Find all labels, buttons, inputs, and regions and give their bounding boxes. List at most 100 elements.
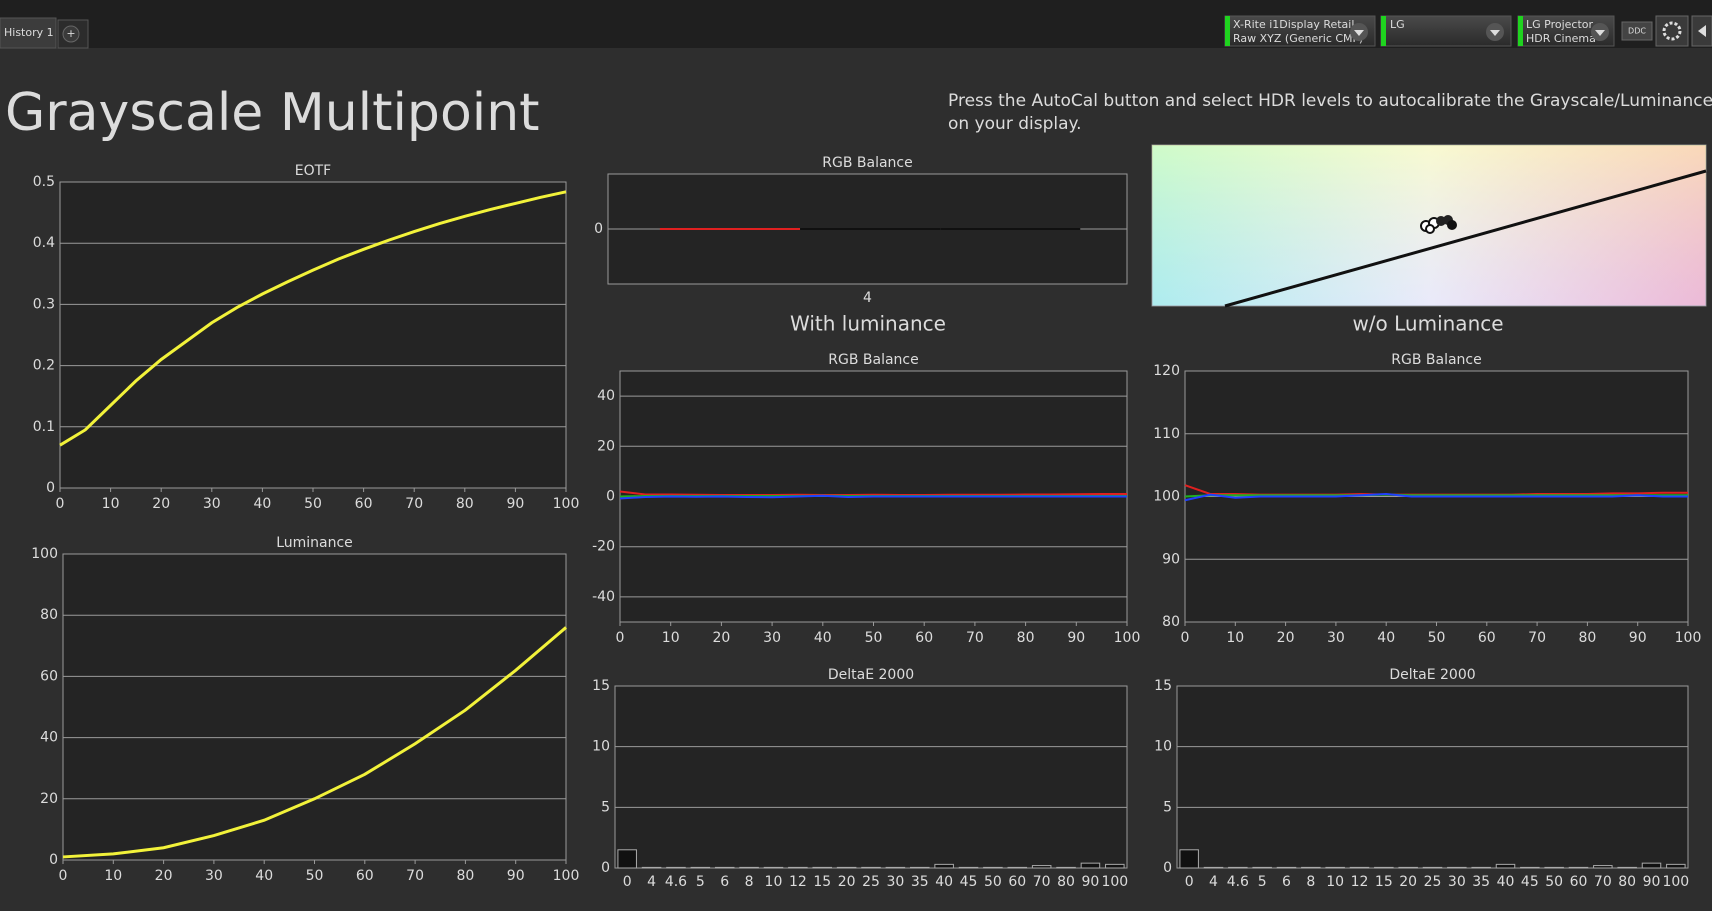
ddc-button[interactable] [1621, 21, 1653, 41]
bar [666, 866, 686, 869]
dropdown-arrow [1595, 30, 1605, 36]
add-tab-icon[interactable] [62, 25, 80, 43]
x-tick-label: 100 [1675, 630, 1702, 646]
x-tick-label: 45 [1521, 874, 1539, 890]
chart-title: Luminance [276, 535, 353, 551]
x-tick-label: 5 [1258, 874, 1267, 890]
device-line[interactable]: Raw XYZ (Generic CMF) [1233, 32, 1363, 45]
bar [1349, 866, 1370, 869]
x-tick-label: 100 [553, 496, 580, 512]
bar [714, 866, 735, 869]
x-tick-label: 60 [355, 496, 373, 512]
chart-title: DeltaE 2000 [828, 667, 914, 683]
x-tick-label: 30 [763, 630, 781, 646]
device-line[interactable]: HDR Cinema [1526, 32, 1596, 45]
x-tick-label: 10 [104, 868, 122, 884]
y-tick-label: 5 [1163, 799, 1172, 815]
bar [1179, 849, 1199, 869]
x-tick-label: 70 [1528, 630, 1546, 646]
bar [617, 849, 637, 869]
chart-title: RGB Balance [822, 155, 912, 171]
planckian-locus [1224, 169, 1707, 308]
y-tick-label: 15 [592, 678, 610, 694]
device-line[interactable]: LG [1390, 18, 1405, 31]
bar [861, 866, 881, 869]
x-tick-label: 10 [1226, 630, 1244, 646]
series-line [1184, 493, 1688, 498]
x-tick-label: 20 [155, 868, 173, 884]
x-tick-label: 60 [1570, 874, 1588, 890]
x-tick-label: 90 [507, 868, 525, 884]
bar [1007, 866, 1028, 869]
y-tick-label: 0 [606, 489, 615, 505]
y-tick-label: 0.2 [33, 358, 55, 374]
device-line[interactable]: LG Projector [1526, 18, 1594, 31]
tab-label[interactable]: History 1 [4, 26, 54, 39]
status [1225, 16, 1230, 46]
x-tick-label: 60 [1478, 630, 1496, 646]
bar [1495, 863, 1516, 869]
y-tick-label: 5 [601, 799, 610, 815]
y-tick-label: 0 [1163, 860, 1172, 876]
series-line [619, 494, 1127, 500]
y-tick-label: 80 [40, 607, 58, 623]
device-line[interactable]: X-Rite i1Display Retail [1233, 18, 1354, 31]
bar [739, 866, 759, 869]
x-tick-label: 6 [1282, 874, 1291, 890]
bar [1080, 862, 1101, 869]
x-tick-label: 60 [915, 630, 933, 646]
bar [836, 866, 857, 869]
bar [1641, 862, 1662, 869]
y-tick-label: 10 [1154, 739, 1172, 755]
series-line [619, 490, 1127, 496]
y-tick-label: 40 [40, 730, 58, 746]
status [1518, 16, 1523, 46]
bar [641, 866, 662, 869]
add-tab-label[interactable]: + [66, 27, 75, 40]
y-tick-label: 120 [1153, 363, 1180, 379]
page-title: Grayscale Multipoint [5, 83, 540, 143]
x-tick-label: 0 [1181, 630, 1190, 646]
chromaticity-plot [1151, 144, 1707, 308]
x-tick-label: 80 [456, 868, 474, 884]
ddc-label[interactable]: DDC [1628, 27, 1646, 36]
x-tick-label: 20 [712, 630, 730, 646]
x-tick-label: 80 [1057, 874, 1075, 890]
dropdown-arrow [1354, 30, 1364, 36]
x-tick-label: 40 [935, 874, 953, 890]
y-tick-label: 0.4 [33, 235, 55, 251]
bar [1105, 863, 1125, 869]
x-tick-label: 70 [1033, 874, 1051, 890]
y-tick-label: 80 [1162, 614, 1180, 630]
chart-title: RGB Balance [828, 352, 918, 368]
y-tick-label: 0.1 [33, 419, 55, 435]
x-tick-label: 10 [662, 630, 680, 646]
x-tick-label: 20 [152, 496, 170, 512]
x-tick-label: 90 [1643, 874, 1661, 890]
x-tick-label: 8 [745, 874, 754, 890]
y-tick-label: 90 [1162, 551, 1180, 567]
bar [1617, 866, 1637, 869]
x-tick-label: 100 [553, 868, 580, 884]
measurement-point [1447, 220, 1457, 230]
tab[interactable] [0, 17, 57, 49]
section-label: w/o Luminance [1352, 312, 1503, 336]
x-tick-label: 70 [1594, 874, 1612, 890]
x-tick-label: 100 [1101, 874, 1128, 890]
x-tick-label: 90 [1082, 874, 1100, 890]
x-tick-label: 30 [205, 868, 223, 884]
x-tick-label: 20 [1399, 874, 1417, 890]
bar [1031, 865, 1052, 869]
x-tick-label: 70 [405, 496, 423, 512]
x-tick-label: 90 [1067, 630, 1085, 646]
x-tick-label: 70 [406, 868, 424, 884]
x-tick-label: 40 [1497, 874, 1515, 890]
y-tick-label: 0 [601, 860, 610, 876]
settings-button[interactable] [1655, 15, 1689, 47]
section-label: With luminance [790, 312, 946, 336]
x-tick-label: 5 [696, 874, 705, 890]
x-tick-label: 30 [1327, 630, 1345, 646]
bar [1398, 866, 1418, 869]
chart-title: RGB Balance [1391, 352, 1481, 368]
